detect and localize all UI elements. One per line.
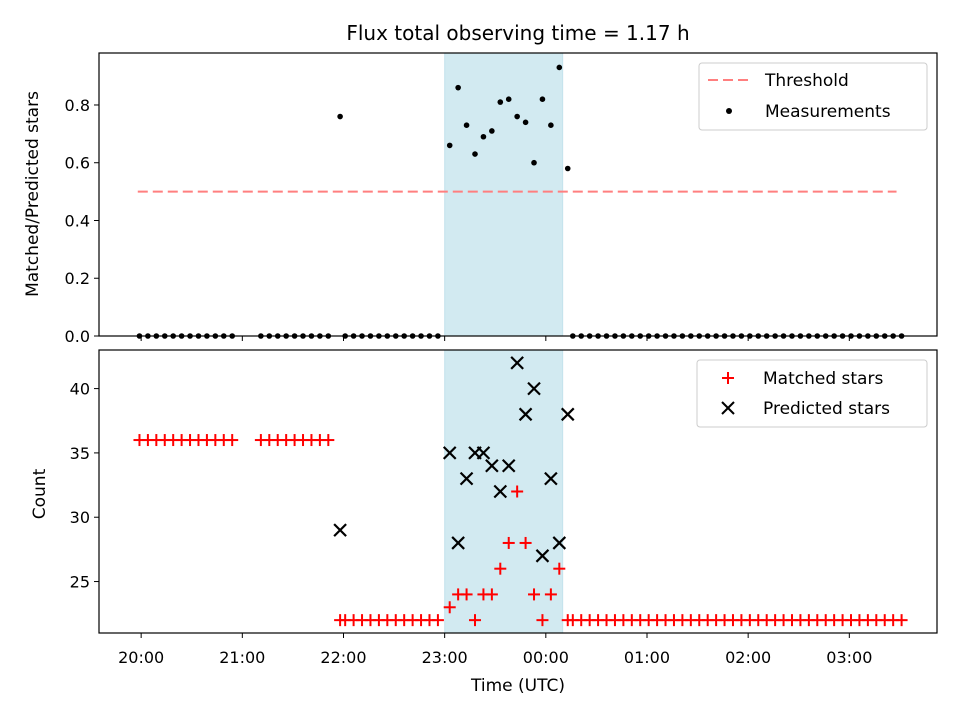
matched-star-marker: [226, 434, 239, 447]
bottom-shaded-interval: [444, 349, 564, 634]
predicted-star-marker: [451, 536, 465, 550]
bottom-y-ticks: 25 30 35 40: [70, 380, 99, 592]
measurement-point: [480, 133, 487, 140]
legend-threshold-label: Threshold: [764, 71, 849, 91]
top-shaded-interval: [444, 52, 564, 337]
measurement-point: [489, 128, 495, 134]
bottom-legend: Matched stars Predicted stars: [696, 359, 928, 428]
y-tick-label: 0.6: [65, 154, 90, 173]
predicted-star-marker: [485, 458, 499, 473]
bottom-axes-frame: [98, 349, 938, 634]
x-tick-label: 21:00: [219, 648, 265, 667]
matched-star-marker: [485, 588, 498, 601]
measurement-point: [337, 113, 343, 120]
bottom-x-ticks: 20:00 21:00 22:00 23:00 00:00 01:00 02:00 03:00: [118, 633, 872, 667]
measurement-point: [514, 113, 520, 120]
x-tick-label: 01:00: [624, 648, 670, 667]
predicted-star-marker: [560, 407, 575, 422]
matched-star-marker: [322, 434, 335, 447]
matched-star-marker: [502, 536, 515, 549]
x-tick-label: 20:00: [118, 648, 164, 667]
predicted-star-marker: [442, 446, 457, 460]
top-y-axis-label: Matched/Predicted stars: [23, 91, 43, 297]
legend-matched-label: Matched stars: [763, 369, 883, 389]
measurement-point: [497, 99, 504, 105]
predicted-star-marker: [552, 536, 567, 550]
y-tick-label: 0.8: [65, 96, 90, 115]
measurement-point: [472, 151, 478, 157]
matched-star-marker: [536, 614, 549, 627]
measurement-point: [455, 84, 461, 91]
predicted-star-marker: [493, 484, 508, 499]
measurement-point: [539, 96, 546, 103]
predicted-star-markers: [333, 356, 575, 563]
predicted-star-marker: [527, 381, 541, 396]
top-legend: Threshold Measurements: [698, 62, 928, 131]
predicted-star-marker: [333, 523, 347, 537]
matched-star-marker: [469, 614, 482, 627]
x-tick-label: 22:00: [320, 648, 366, 667]
bottom-panel: 25 30 35 40 20:00 21:00 22:00 23:00 00:00 01:00 0…: [30, 349, 938, 696]
measurement-point: [505, 96, 512, 103]
legend-predicted-swatch: [721, 401, 735, 415]
predicted-star-marker: [535, 549, 550, 563]
top-axes-frame: [98, 52, 938, 337]
matched-star-marker: [494, 562, 507, 575]
bottom-y-axis-label: Count: [30, 468, 50, 519]
y-tick-label: 0.4: [65, 211, 90, 230]
matched-star-marker: [895, 614, 908, 627]
matched-star-markers: [133, 434, 908, 627]
measurement-point: [564, 165, 571, 172]
legend-matched-swatch: [722, 372, 734, 384]
predicted-star-marker: [518, 407, 533, 422]
matched-star-marker: [443, 601, 456, 614]
predicted-star-marker: [544, 471, 558, 486]
predicted-star-marker: [476, 446, 491, 460]
y-tick-label: 0.2: [65, 269, 90, 288]
chart-title: Flux total observing time = 1.17 h: [346, 21, 689, 45]
top-y-ticks: 0.0 0.2 0.4 0.6 0.8: [65, 96, 99, 346]
x-tick-label: 02:00: [725, 648, 771, 667]
measurement-point: [463, 122, 470, 128]
x-axis-label: Time (UTC): [470, 676, 565, 696]
x-tick-label: 03:00: [826, 648, 872, 667]
y-tick-label: 40: [70, 380, 90, 399]
predicted-star-marker: [501, 458, 516, 473]
matched-star-marker: [511, 485, 524, 498]
matched-star-marker: [553, 562, 566, 575]
matched-star-marker: [460, 588, 473, 601]
matched-star-marker: [544, 588, 557, 601]
legend-predicted-label: Predicted stars: [763, 399, 890, 419]
matched-star-marker: [528, 588, 541, 601]
predicted-star-marker: [459, 471, 474, 486]
measurement-point: [446, 142, 453, 149]
bottom-legend-box: [696, 359, 928, 428]
x-tick-label: 23:00: [422, 648, 468, 667]
measurement-point: [531, 159, 537, 166]
measurement-point: [548, 122, 554, 128]
predicted-star-marker: [510, 356, 524, 370]
legend-measurements-label: Measurements: [765, 102, 891, 122]
matched-star-marker: [519, 536, 532, 549]
y-tick-label: 25: [70, 573, 90, 592]
y-tick-label: 35: [70, 444, 90, 463]
top-legend-box: [698, 62, 928, 131]
measurement-point: [522, 119, 529, 126]
y-tick-label: 30: [70, 508, 90, 527]
top-x-ticks: [140, 336, 850, 341]
legend-measurements-swatch: [726, 108, 732, 114]
top-panel: 0.00.20.40.60.8 Matched/Predicted stars …: [23, 52, 938, 346]
matched-star-marker: [431, 614, 444, 627]
measurement-point: [556, 64, 563, 71]
y-tick-label: 0.0: [65, 327, 90, 346]
x-tick-label: 00:00: [523, 648, 569, 667]
